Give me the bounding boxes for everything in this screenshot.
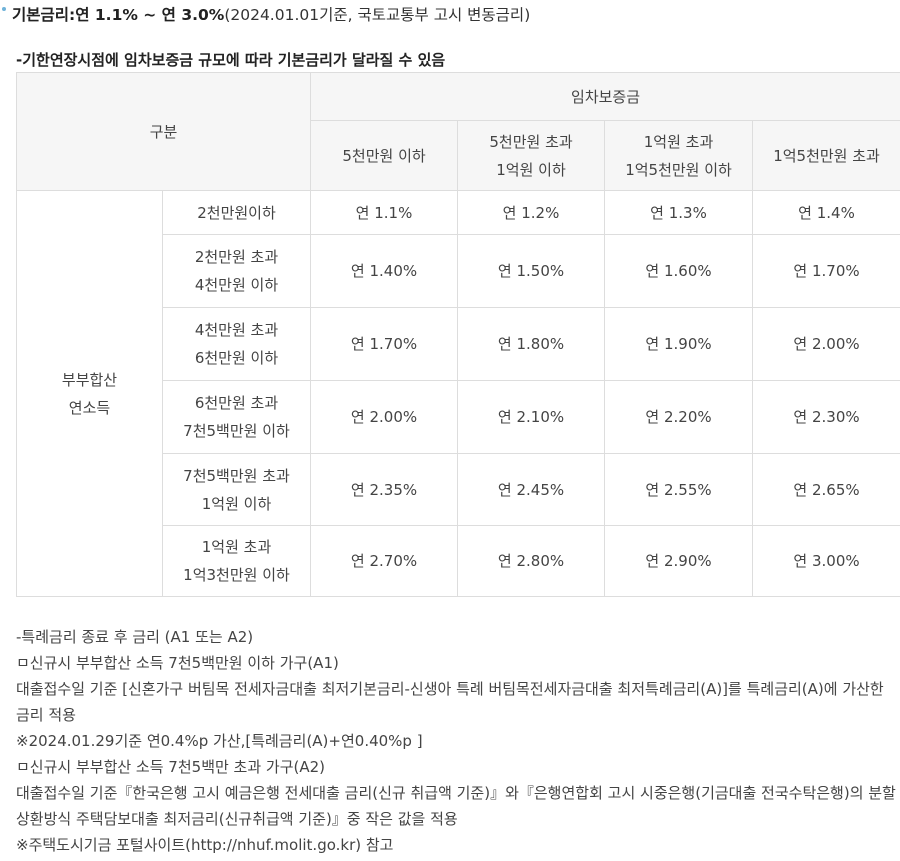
rate-cell: 연 2.00% bbox=[752, 307, 900, 381]
base-rate-label: 기본금리:연 1.1% ~ 연 3.0% bbox=[12, 6, 225, 24]
a2-title: ㅁ신규시 부부합산 소득 7천5백만 초과 가구(A2) bbox=[16, 758, 326, 776]
income-range-cell: 2천만원이하 bbox=[161, 190, 312, 235]
deposit-column-header: 1억원 초과 1억5천만원 이하 bbox=[604, 120, 754, 191]
rate-cell: 연 1.90% bbox=[604, 307, 754, 381]
table-row: 부부합산 연소득 2천만원이하 연 1.1% 연 1.2% 연 1.3% 연 1.… bbox=[16, 190, 900, 597]
rate-cell: 연 1.60% bbox=[604, 234, 754, 308]
rate-cell: 연 1.3% bbox=[604, 190, 754, 235]
income-range-cell: 1억원 초과 1억3천만원 이하 bbox=[161, 525, 312, 597]
income-range-cell: 7천5백만원 초과 1억원 이하 bbox=[161, 453, 312, 526]
extension-subtitle: -기한연장시점에 임차보증금 규모에 따라 기본금리가 달라질 수 있음 bbox=[16, 51, 446, 69]
rate-cell: 연 1.2% bbox=[457, 190, 606, 235]
rate-cell: 연 2.90% bbox=[604, 525, 754, 597]
table-row: 2천만원 초과 4천만원 이하 연 1.40% 연 1.50% 연 1.60% 연… bbox=[17, 234, 900, 308]
base-rate-note: (2024.01.01기준, 국토교통부 고시 변동금리) bbox=[224, 6, 531, 24]
rate-cell: 연 2.10% bbox=[457, 380, 606, 454]
rate-cell: 연 1.50% bbox=[457, 234, 606, 308]
rate-cell: 연 2.20% bbox=[604, 380, 754, 454]
rate-cell: 연 1.40% bbox=[310, 234, 459, 308]
a1-extra-note: ※2024.01.29기준 연0.4%p 가산,[특례금리(A)+연0.40%p… bbox=[16, 732, 423, 750]
reference-note: ※주택도시기금 포털사이트(http://nhuf.molit.go.kr) 참… bbox=[16, 836, 394, 854]
rate-cell: 연 2.80% bbox=[457, 525, 606, 597]
rate-cell: 연 1.70% bbox=[752, 234, 900, 308]
rate-cell: 연 1.80% bbox=[457, 307, 606, 381]
table-row: 6천만원 초과 7천5백만원 이하 연 2.00% 연 2.10% 연 2.20%… bbox=[17, 380, 900, 454]
rate-cell: 연 2.35% bbox=[310, 453, 459, 526]
income-group-label: 부부합산 연소득 bbox=[16, 190, 163, 597]
special-rate-notes: -특례금리 종료 후 금리 (A1 또는 A2) ㅁ신규시 부부합산 소득 7천… bbox=[16, 624, 900, 858]
rate-cell: 연 3.00% bbox=[752, 525, 900, 597]
income-range-cell: 4천만원 초과 6천만원 이하 bbox=[161, 307, 312, 381]
table-row: 1억원 초과 1억3천만원 이하 연 2.70% 연 2.80% 연 2.90% … bbox=[17, 525, 900, 597]
rate-cell: 연 1.70% bbox=[310, 307, 459, 381]
a1-title: ㅁ신규시 부부합산 소득 7천5백만원 이하 가구(A1) bbox=[16, 654, 339, 672]
bullet-icon bbox=[2, 7, 6, 11]
table-corner-header: 구분 bbox=[15, 72, 312, 191]
deposit-column-header: 5천만원 초과 1억원 이하 bbox=[457, 120, 606, 191]
table-row: 4천만원 초과 6천만원 이하 연 1.70% 연 1.80% 연 1.90% 연… bbox=[17, 307, 900, 381]
rate-cell: 연 2.30% bbox=[752, 380, 900, 454]
income-range-cell: 2천만원 초과 4천만원 이하 bbox=[161, 234, 312, 308]
rate-cell: 연 2.65% bbox=[752, 453, 900, 526]
rate-cell: 연 1.1% bbox=[310, 190, 459, 235]
deposit-header: 임차보증금 bbox=[310, 72, 900, 121]
rate-cell: 연 1.4% bbox=[752, 190, 900, 235]
deposit-column-header: 1억5천만원 초과 bbox=[752, 120, 900, 191]
rate-cell: 연 2.70% bbox=[310, 525, 459, 597]
notes-heading: -특례금리 종료 후 금리 (A1 또는 A2) bbox=[16, 628, 254, 646]
rate-cell: 연 2.00% bbox=[310, 380, 459, 454]
base-rate-line: 기본금리:연 1.1% ~ 연 3.0%(2024.01.01기준, 국토교통부… bbox=[0, 2, 900, 28]
rate-cell: 연 2.45% bbox=[457, 453, 606, 526]
table-row: 7천5백만원 초과 1억원 이하 연 2.35% 연 2.45% 연 2.55% … bbox=[17, 453, 900, 526]
rate-table: 구분 임차보증금 5천만원 이하 5천만원 초과 1억원 이하 1억원 초과 1억5… bbox=[15, 72, 900, 597]
a2-description: 대출접수일 기준『한국은행 고시 예금은행 전세대출 금리(신규 취급액 기준)… bbox=[16, 784, 896, 828]
a1-description: 대출접수일 기준 [신혼가구 버팀목 전세자금대출 최저기본금리-신생아 특례 … bbox=[16, 680, 884, 724]
rate-cell: 연 2.55% bbox=[604, 453, 754, 526]
income-range-cell: 6천만원 초과 7천5백만원 이하 bbox=[161, 380, 312, 454]
deposit-column-header: 5천만원 이하 bbox=[310, 120, 459, 191]
